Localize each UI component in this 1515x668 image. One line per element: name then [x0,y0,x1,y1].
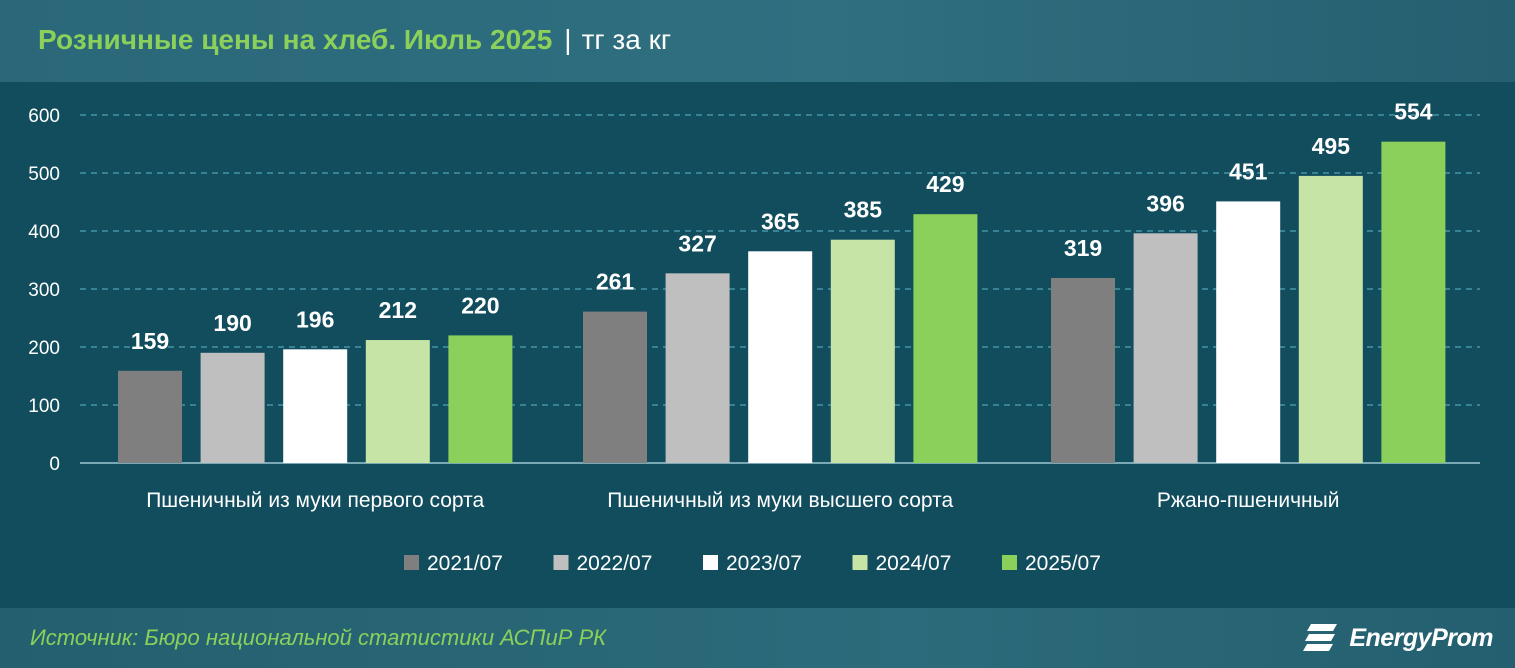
legend-label: 2021/07 [427,552,503,575]
legend-swatch [1002,555,1017,570]
y-tick-label: 600 [28,106,60,127]
legend-swatch [404,555,419,570]
bar-value-label: 554 [1394,99,1433,125]
y-tick-label: 500 [28,164,60,185]
energyprom-logo-icon [1303,624,1338,651]
plot-area: 0 100 200 300 400 500 600 159 261 319 190 327 396 19… [0,82,1515,608]
bar-value-label: 451 [1229,158,1268,184]
bar [118,370,182,463]
y-tick-label: 400 [28,222,60,243]
legend-label: 2022/07 [577,552,653,575]
bar [748,251,813,463]
bar-value-label: 220 [461,292,499,318]
bar [1051,277,1115,463]
y-tick-label: 100 [28,396,60,417]
bar-value-label: 327 [678,230,716,256]
bar-value-label: 385 [844,197,883,223]
bar-value-label: 196 [296,306,334,332]
bar-value-label: 261 [596,269,635,295]
bar-value-label: 396 [1146,190,1184,216]
bar-value-label: 190 [213,310,251,336]
legend-label: 2025/07 [1025,552,1101,575]
category-label: Ржано-пшеничный [1157,489,1340,512]
bar-value-label: 212 [379,297,417,323]
data-labels-layer: 159 261 319 190 327 396 196 365 451 212 385 495 220 4… [131,99,1433,354]
legend: 2021/07 2022/07 2023/07 2024/07 2025/07 [404,552,1101,575]
source-note: Источник: Бюро национальной статистики А… [30,625,607,650]
header: Розничные цены на хлеб. Июль 2025 | тг за … [0,0,1515,82]
bar [365,340,430,463]
legend-swatch [703,555,718,570]
legend-swatch [553,555,569,570]
bar [200,352,265,463]
bar [1381,141,1446,463]
bar [913,214,978,463]
bar [830,239,895,463]
legend-label: 2023/07 [726,552,802,575]
y-tick-label: 200 [28,338,60,359]
bar [1133,233,1198,463]
bar [583,311,647,463]
chart-unit: тг за кг [581,24,672,55]
legend-swatch [852,555,868,570]
bar-value-label: 365 [761,208,800,234]
brand-name: EnergyProm [1349,623,1493,652]
bar-chart: 0 100 200 300 400 500 600 159 261 319 190 327 396 19… [28,99,1480,575]
bar [448,335,513,463]
chart-title-text: Розничные цены на хлеб. Июль 2025 [38,24,553,55]
bars-layer [118,141,1446,464]
x-axis: Пшеничный из муки первого сорта Пшеничный… [146,489,1339,512]
bar-value-label: 429 [926,171,964,197]
bar [1216,201,1281,464]
chart-title: Розничные цены на хлеб. Июль 2025 | тг за … [38,24,671,56]
category-label: Пшеничный из муки первого сорта [146,489,484,512]
category-label: Пшеничный из муки высшего сорта [607,489,953,512]
title-separator: | [564,24,572,55]
legend-label: 2024/07 [876,552,952,575]
y-axis: 0 100 200 300 400 500 600 [28,106,60,475]
bar-value-label: 159 [131,328,169,354]
brand-logo: EnergyProm [1303,620,1493,656]
y-tick-label: 300 [28,280,60,301]
bar [1298,175,1363,463]
bar-value-label: 319 [1064,235,1102,261]
bar-value-label: 495 [1312,133,1351,159]
footer: Источник: Бюро национальной статистики А… [0,608,1515,668]
bar [665,273,730,463]
bar [283,349,348,463]
y-tick-label: 0 [49,454,60,475]
